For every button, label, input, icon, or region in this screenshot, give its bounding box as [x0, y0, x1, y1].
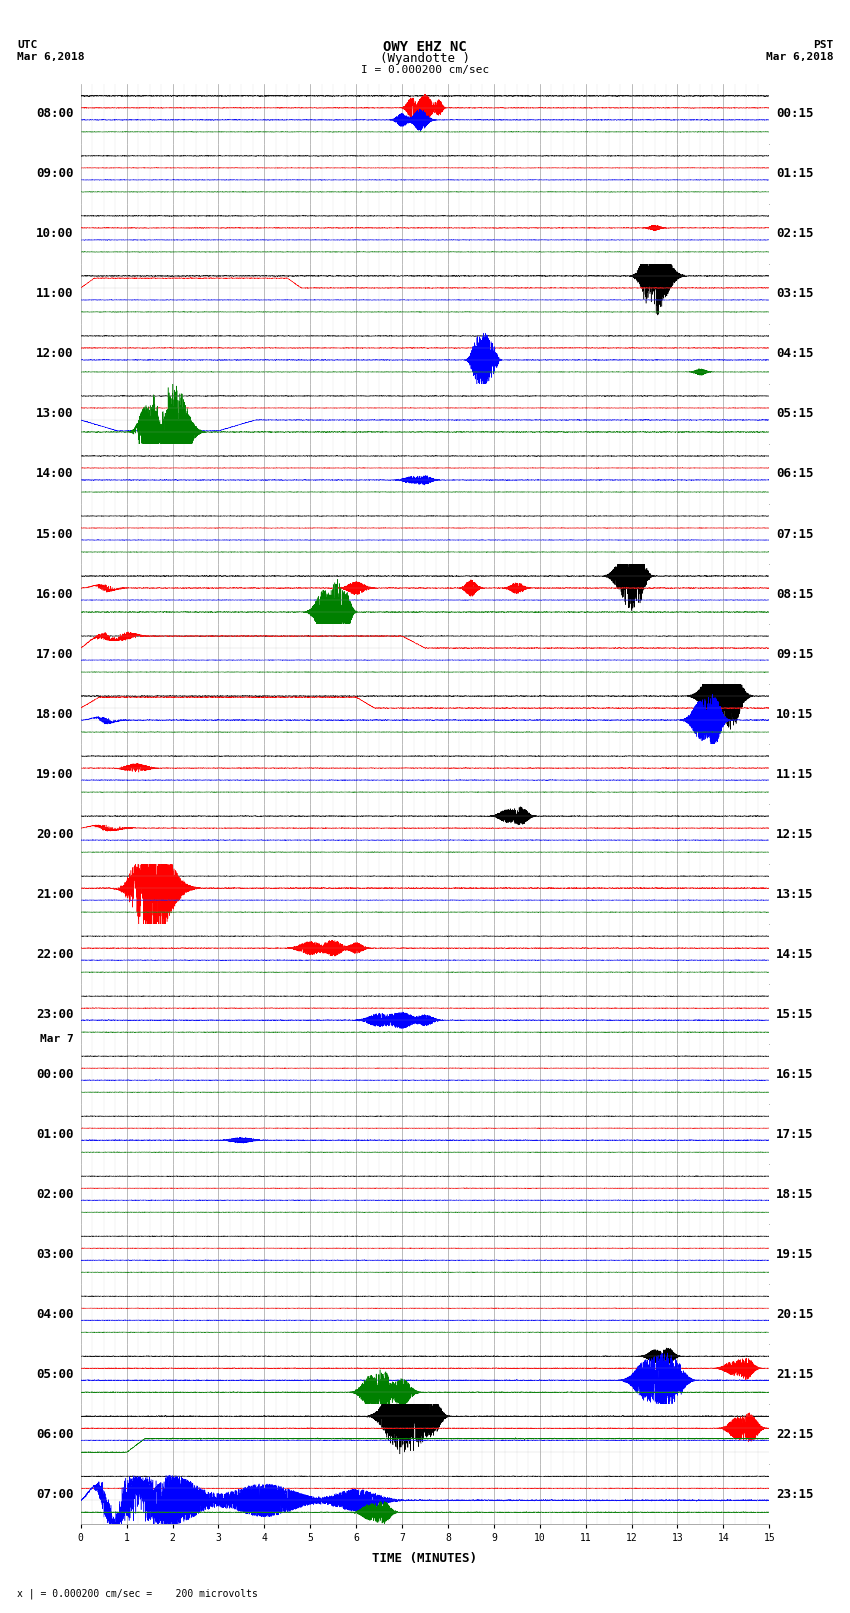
Text: 21:00: 21:00 — [37, 887, 74, 900]
Text: 15:15: 15:15 — [776, 1008, 813, 1021]
Text: 02:00: 02:00 — [37, 1187, 74, 1200]
Text: 14:00: 14:00 — [37, 468, 74, 481]
Text: 17:15: 17:15 — [776, 1127, 813, 1140]
Text: Mar 7: Mar 7 — [40, 1034, 74, 1044]
Text: 03:00: 03:00 — [37, 1248, 74, 1261]
Text: 23:00: 23:00 — [37, 1008, 74, 1021]
Text: x | = 0.000200 cm/sec =    200 microvolts: x | = 0.000200 cm/sec = 200 microvolts — [17, 1589, 258, 1600]
Text: 12:00: 12:00 — [37, 347, 74, 360]
Text: 02:15: 02:15 — [776, 227, 813, 240]
Text: 14:15: 14:15 — [776, 947, 813, 961]
Text: 09:00: 09:00 — [37, 168, 74, 181]
Text: 07:15: 07:15 — [776, 527, 813, 540]
Text: 01:00: 01:00 — [37, 1127, 74, 1140]
Text: 19:00: 19:00 — [37, 768, 74, 781]
Text: 19:15: 19:15 — [776, 1248, 813, 1261]
Text: 03:15: 03:15 — [776, 287, 813, 300]
Text: OWY EHZ NC: OWY EHZ NC — [383, 40, 467, 55]
Text: 20:00: 20:00 — [37, 827, 74, 840]
Text: 16:00: 16:00 — [37, 587, 74, 600]
Text: 18:15: 18:15 — [776, 1187, 813, 1200]
Text: 00:15: 00:15 — [776, 108, 813, 121]
Text: 07:00: 07:00 — [37, 1487, 74, 1500]
Text: 22:00: 22:00 — [37, 947, 74, 961]
Text: 10:00: 10:00 — [37, 227, 74, 240]
Text: 13:00: 13:00 — [37, 408, 74, 421]
Text: 05:15: 05:15 — [776, 408, 813, 421]
Text: UTC: UTC — [17, 40, 37, 50]
Text: (Wyandotte ): (Wyandotte ) — [380, 52, 470, 65]
Text: 06:00: 06:00 — [37, 1428, 74, 1440]
Text: TIME (MINUTES): TIME (MINUTES) — [372, 1552, 478, 1565]
Text: 01:15: 01:15 — [776, 168, 813, 181]
Text: Mar 6,2018: Mar 6,2018 — [17, 52, 84, 61]
Text: 09:15: 09:15 — [776, 647, 813, 661]
Text: PST: PST — [813, 40, 833, 50]
Text: I = 0.000200 cm/sec: I = 0.000200 cm/sec — [361, 65, 489, 74]
Text: 05:00: 05:00 — [37, 1368, 74, 1381]
Text: 06:15: 06:15 — [776, 468, 813, 481]
Text: 13:15: 13:15 — [776, 887, 813, 900]
Text: 12:15: 12:15 — [776, 827, 813, 840]
Text: 21:15: 21:15 — [776, 1368, 813, 1381]
Text: 04:15: 04:15 — [776, 347, 813, 360]
Text: Mar 6,2018: Mar 6,2018 — [766, 52, 833, 61]
Text: 18:00: 18:00 — [37, 708, 74, 721]
Text: 20:15: 20:15 — [776, 1308, 813, 1321]
Text: 22:15: 22:15 — [776, 1428, 813, 1440]
Text: 23:15: 23:15 — [776, 1487, 813, 1500]
Text: 11:15: 11:15 — [776, 768, 813, 781]
Text: 08:00: 08:00 — [37, 108, 74, 121]
Text: 17:00: 17:00 — [37, 647, 74, 661]
Text: 11:00: 11:00 — [37, 287, 74, 300]
Text: 08:15: 08:15 — [776, 587, 813, 600]
Text: 15:00: 15:00 — [37, 527, 74, 540]
Text: 04:00: 04:00 — [37, 1308, 74, 1321]
Text: 10:15: 10:15 — [776, 708, 813, 721]
Text: 16:15: 16:15 — [776, 1068, 813, 1081]
Text: 00:00: 00:00 — [37, 1068, 74, 1081]
